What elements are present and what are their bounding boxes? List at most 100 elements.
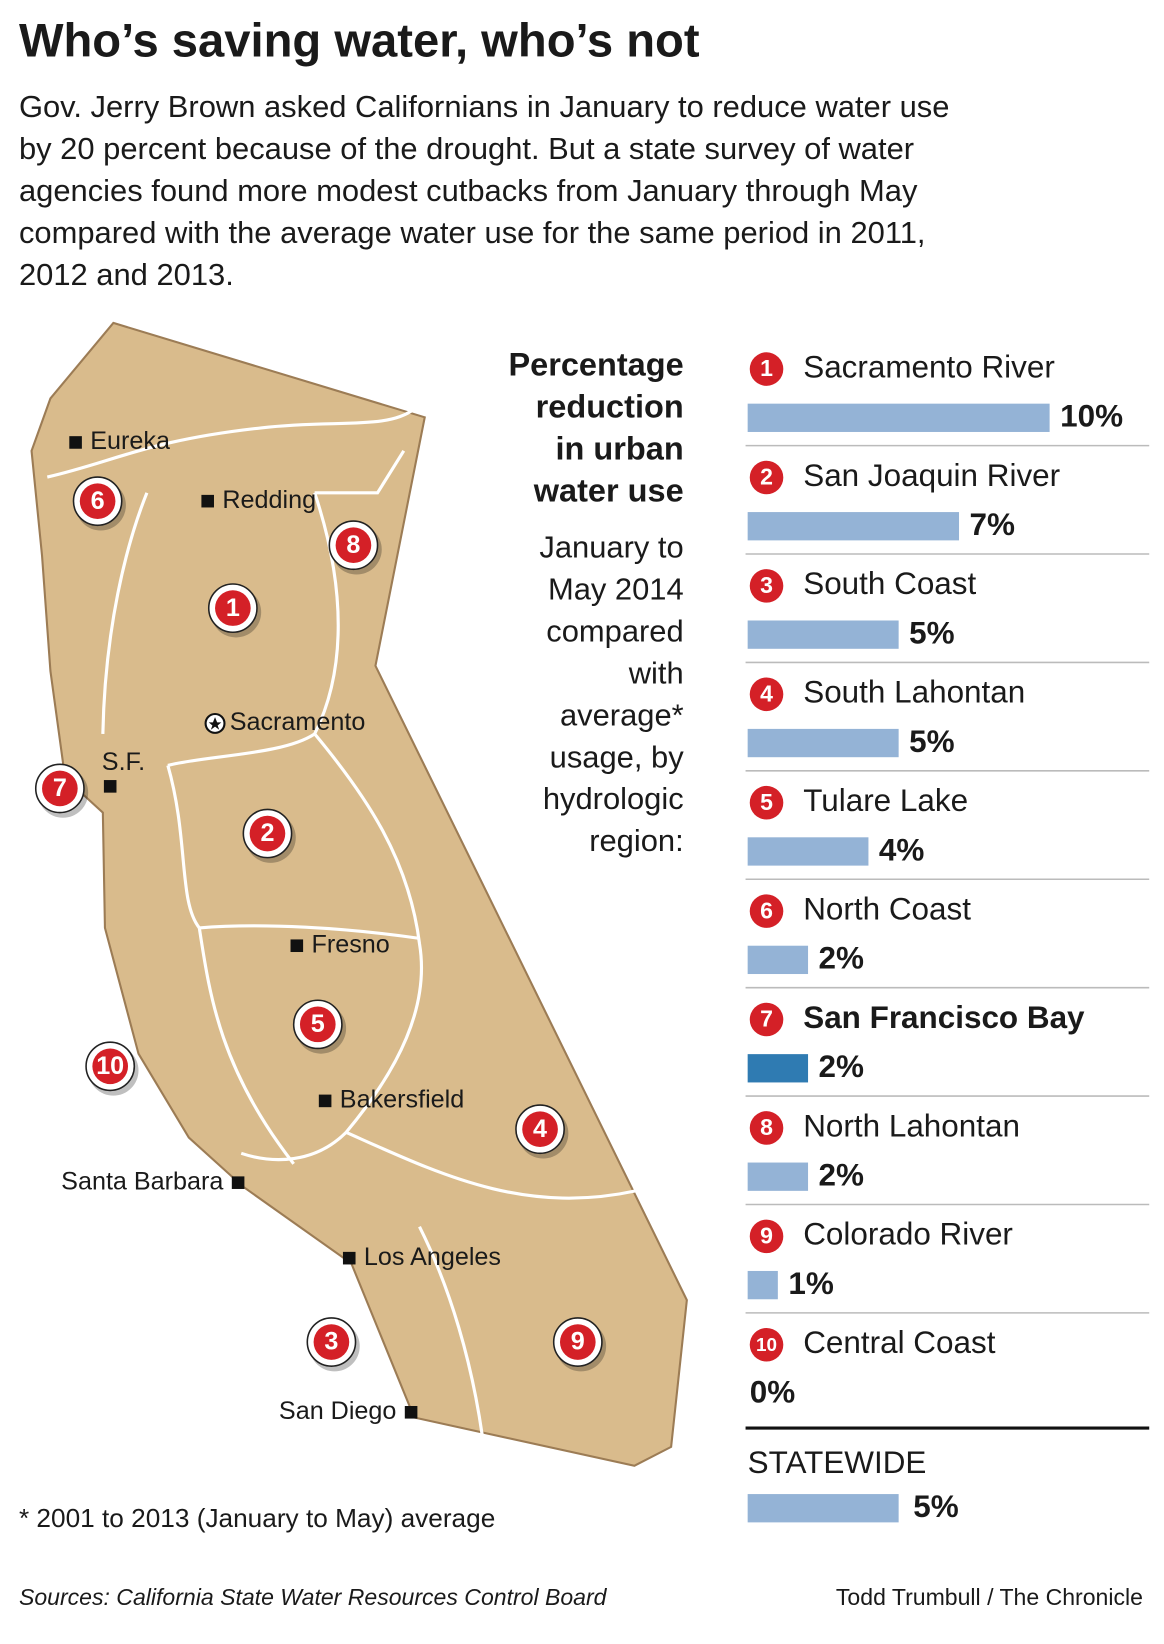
category-label: North Lahontan xyxy=(803,1108,1020,1143)
city-marker xyxy=(342,1251,356,1265)
bar xyxy=(747,728,899,758)
statewide-bar xyxy=(747,1494,899,1523)
category-label: South Coast xyxy=(803,566,976,601)
value-label: 2% xyxy=(819,1158,864,1193)
city-label: Fresno xyxy=(311,930,389,958)
chart-subtitle: compared xyxy=(546,613,683,648)
region-marker-number: 4 xyxy=(533,1115,547,1143)
city-label: Los Angeles xyxy=(364,1243,501,1271)
intro-line: agencies found more modest cutbacks from… xyxy=(19,173,918,208)
value-label: 2% xyxy=(819,941,864,976)
city-label: Bakersfield xyxy=(340,1086,464,1114)
bar xyxy=(747,512,960,541)
value-label: 1% xyxy=(788,1266,833,1301)
region-number-badge xyxy=(749,352,784,386)
region-number: 2 xyxy=(760,464,773,490)
region-number-badge xyxy=(749,1002,784,1037)
intro-line: by 20 percent because of the drought. Bu… xyxy=(19,131,914,166)
chart-subtitle: January to xyxy=(539,530,683,565)
value-label: 4% xyxy=(879,832,924,867)
bar xyxy=(747,620,899,649)
category-label: North Coast xyxy=(803,891,971,926)
category-label: Tulare Lake xyxy=(803,783,968,818)
title: Who’s saving water, who’s not xyxy=(19,14,700,67)
region-number-badge xyxy=(749,1327,784,1362)
region-marker-inner xyxy=(313,1324,350,1360)
region-marker-inner xyxy=(215,590,251,626)
category-label: Sacramento River xyxy=(803,349,1055,384)
city-label: Sacramento xyxy=(230,708,366,736)
region-number: 1 xyxy=(760,355,773,381)
chart-title: reduction xyxy=(536,388,684,424)
category-label: San Francisco Bay xyxy=(803,1000,1085,1035)
city-marker xyxy=(69,436,82,449)
value-label: 7% xyxy=(970,507,1015,542)
chart-title: Percentage xyxy=(508,347,683,383)
value-label: 0% xyxy=(750,1374,795,1409)
region-marker-inner xyxy=(559,1324,596,1360)
chart-subtitle: hydrologic xyxy=(543,781,684,816)
region-number-badge xyxy=(749,569,784,603)
region-number: 8 xyxy=(760,1114,773,1140)
bar xyxy=(747,837,869,866)
region-number: 10 xyxy=(756,1334,777,1355)
city-label: San Diego xyxy=(279,1397,396,1425)
value-label: 10% xyxy=(1060,399,1123,434)
category-label: Colorado River xyxy=(803,1217,1013,1252)
region-marker-inner xyxy=(79,483,116,519)
bar xyxy=(747,403,1050,432)
city-marker xyxy=(318,1094,332,1108)
region-marker-inner xyxy=(42,770,78,807)
source: Sources: California State Water Resource… xyxy=(19,1584,608,1610)
intro-line: 2012 and 2013. xyxy=(19,257,234,292)
bar xyxy=(747,945,809,975)
chart-title: water use xyxy=(533,472,684,508)
region-marker-inner xyxy=(92,1048,129,1085)
region-number: 9 xyxy=(760,1222,773,1248)
region-marker-number: 7 xyxy=(53,774,67,802)
region-marker-number: 10 xyxy=(96,1052,124,1080)
region-marker-number: 1 xyxy=(226,594,240,622)
credit: Todd Trumbull / The Chronicle xyxy=(836,1584,1143,1610)
region-borders xyxy=(46,407,641,1437)
region-marker-inner xyxy=(522,1111,558,1148)
region-number-badge xyxy=(749,1111,784,1145)
chart-subtitle: with xyxy=(628,655,684,690)
city-label: Redding xyxy=(222,486,316,514)
category-label: South Lahontan xyxy=(803,675,1025,710)
chart-title: in urban xyxy=(555,430,683,466)
intro-line: compared with the average water use for … xyxy=(19,215,926,250)
region-number-badge xyxy=(749,677,784,712)
california-shape xyxy=(30,321,688,1467)
region-marker-number: 3 xyxy=(324,1328,338,1356)
category-label: Central Coast xyxy=(803,1325,995,1360)
region-marker-inner xyxy=(249,815,286,852)
region-number-badge xyxy=(749,460,784,495)
city-marker xyxy=(290,939,304,953)
city-marker xyxy=(231,1176,245,1189)
region-marker-number: 9 xyxy=(571,1328,585,1356)
city-label: S.F. xyxy=(102,748,145,776)
bar xyxy=(747,1162,809,1191)
city-marker xyxy=(404,1405,418,1419)
chart-subtitle: average* xyxy=(560,697,684,732)
region-marker-number: 6 xyxy=(91,487,105,515)
chart-subtitle: May 2014 xyxy=(548,572,684,607)
region-number-badge xyxy=(749,785,784,820)
city-marker xyxy=(201,494,214,508)
value-label: 5% xyxy=(909,724,954,759)
region-marker-number: 2 xyxy=(260,819,274,847)
city-label: Eureka xyxy=(90,427,170,455)
region-marker-number: 8 xyxy=(346,531,360,559)
intro-line: Gov. Jerry Brown asked Californians in J… xyxy=(19,89,949,124)
city-label: Santa Barbara xyxy=(61,1167,223,1195)
region-marker-number: 5 xyxy=(311,1010,325,1038)
statewide-label: STATEWIDE xyxy=(748,1445,927,1480)
category-label: San Joaquin River xyxy=(803,458,1060,493)
region-marker-inner xyxy=(299,1006,336,1043)
chart-subtitle: usage, by xyxy=(550,739,685,774)
region-number: 4 xyxy=(760,680,773,706)
region-number: 6 xyxy=(760,897,773,923)
